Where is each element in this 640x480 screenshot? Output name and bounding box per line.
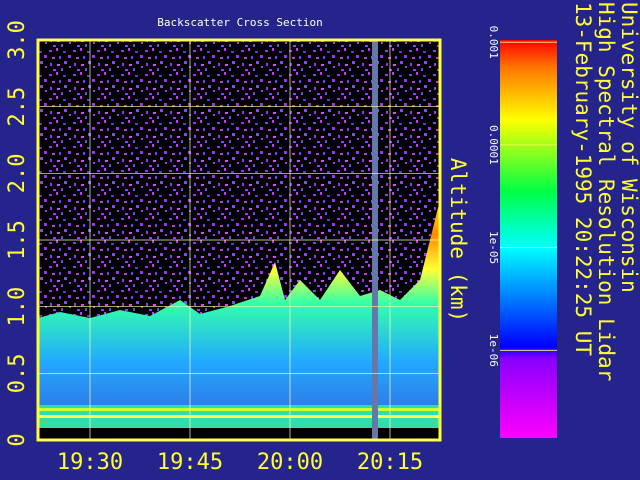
colorbar-tick-label: 0.001 xyxy=(487,26,500,59)
y-tick-label: 0.5 xyxy=(5,353,30,393)
annotation: University of Wisconsin xyxy=(617,2,640,293)
annotation: 13-February-1995 20:22:25 UT xyxy=(571,2,595,356)
x-tick-label: 19:45 xyxy=(157,450,223,475)
colorbar-tick-label: 1e-06 xyxy=(487,334,500,367)
y-tick-label: 1.5 xyxy=(5,220,30,260)
x-tick-label: 19:30 xyxy=(57,450,123,475)
y-tick-label: 2.5 xyxy=(5,87,30,127)
colorbar xyxy=(500,40,557,438)
y-tick-label: 2.0 xyxy=(5,153,30,193)
x-tick-label: 20:15 xyxy=(357,450,423,475)
y-axis-label: Altitude (km) xyxy=(446,158,470,322)
colorbar-tick-label: 1e-05 xyxy=(487,231,500,264)
y-tick-label: 0 xyxy=(5,433,30,446)
y-tick-label: 3.0 xyxy=(5,20,30,60)
colorbar-tick-label: 0.0001 xyxy=(487,125,500,165)
annotation: High Spectral Resolution Lidar xyxy=(594,2,618,381)
chart-title: Backscatter Cross Section xyxy=(157,16,323,29)
x-tick-label: 20:00 xyxy=(257,450,323,475)
y-tick-label: 1.0 xyxy=(5,287,30,327)
